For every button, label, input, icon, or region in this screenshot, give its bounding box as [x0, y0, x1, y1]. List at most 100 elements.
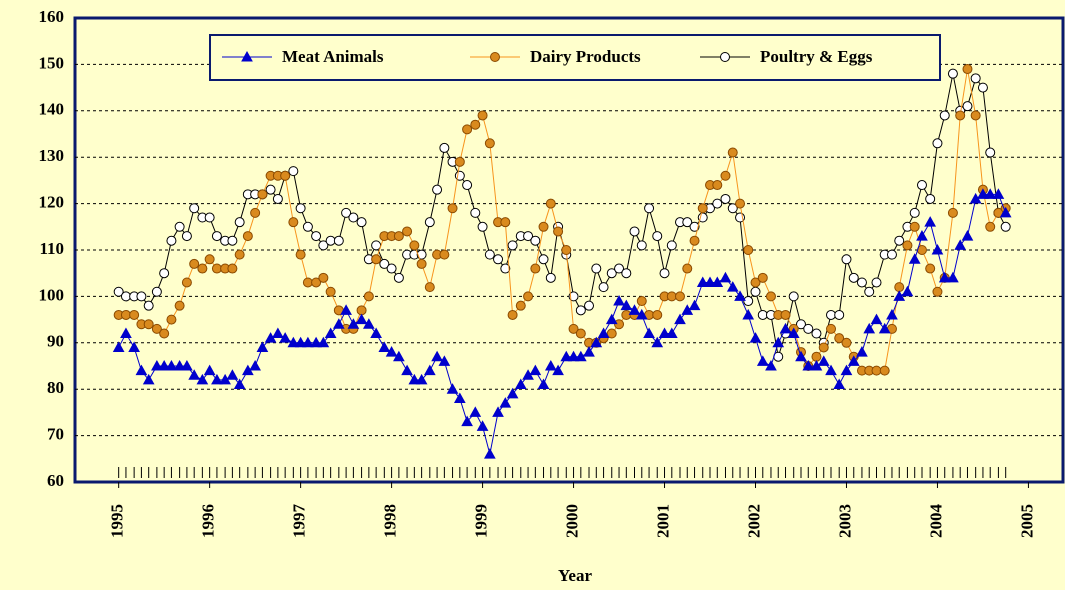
marker	[348, 212, 359, 223]
marker	[682, 217, 693, 228]
marker	[871, 365, 882, 376]
marker	[204, 254, 215, 265]
marker	[735, 198, 746, 209]
marker	[970, 73, 981, 84]
marker	[129, 309, 140, 320]
marker	[142, 373, 155, 385]
marker	[561, 245, 572, 255]
marker	[197, 263, 208, 274]
marker	[233, 378, 246, 390]
marker	[665, 327, 678, 339]
marker	[575, 305, 586, 316]
y-tick-label: 160	[39, 7, 65, 26]
marker	[234, 217, 245, 228]
marker	[288, 166, 299, 177]
marker	[279, 332, 292, 343]
marker	[211, 263, 222, 274]
marker	[652, 309, 663, 320]
marker	[871, 277, 882, 288]
marker	[909, 221, 920, 232]
marker	[636, 240, 647, 251]
marker	[552, 364, 564, 376]
marker	[120, 291, 131, 302]
marker	[886, 308, 898, 320]
marker	[962, 64, 973, 75]
marker	[817, 355, 830, 366]
marker	[302, 221, 313, 232]
marker	[356, 217, 367, 228]
marker	[553, 226, 564, 237]
marker	[454, 156, 465, 167]
marker	[318, 272, 329, 283]
marker	[112, 341, 125, 352]
marker	[250, 207, 261, 218]
marker	[955, 110, 966, 121]
marker	[840, 364, 853, 376]
marker	[795, 350, 807, 362]
legend-label: Meat Animals	[282, 47, 384, 66]
marker	[597, 327, 610, 339]
marker	[257, 189, 268, 200]
marker	[628, 304, 641, 315]
x-tick-label: 2001	[653, 504, 672, 538]
x-tick-label: 2003	[835, 504, 854, 538]
x-tick-label: 1999	[471, 504, 490, 538]
marker	[818, 342, 829, 353]
marker	[211, 373, 223, 385]
marker	[165, 359, 178, 371]
marker	[158, 359, 171, 371]
marker	[788, 291, 799, 302]
marker	[742, 308, 755, 320]
marker	[128, 341, 140, 352]
marker	[606, 328, 617, 339]
legend-box	[209, 34, 941, 81]
marker	[901, 285, 914, 297]
marker	[265, 184, 276, 195]
marker	[985, 221, 996, 232]
marker	[841, 337, 852, 348]
marker	[438, 355, 451, 366]
marker	[765, 291, 776, 302]
marker	[727, 203, 738, 214]
marker	[720, 193, 731, 204]
marker	[523, 291, 534, 302]
marker	[939, 110, 950, 121]
marker	[166, 314, 177, 325]
marker	[795, 319, 806, 330]
marker	[689, 235, 700, 246]
marker	[272, 193, 283, 204]
marker	[476, 420, 489, 431]
marker	[856, 277, 867, 288]
marker	[385, 346, 398, 357]
marker	[393, 350, 405, 362]
marker	[151, 359, 163, 371]
marker	[590, 336, 603, 348]
marker	[196, 373, 209, 385]
marker	[750, 286, 761, 297]
marker	[332, 318, 345, 329]
marker	[325, 235, 336, 246]
legend-marker	[241, 50, 253, 62]
marker	[659, 268, 670, 279]
marker	[689, 221, 700, 232]
marker	[644, 203, 655, 214]
marker	[135, 364, 148, 376]
marker	[462, 180, 473, 191]
marker	[159, 328, 170, 339]
marker	[666, 291, 677, 302]
y-tick-label: 90	[47, 332, 64, 351]
marker	[614, 319, 625, 330]
marker	[424, 282, 435, 293]
marker	[757, 272, 768, 283]
marker	[423, 364, 436, 376]
marker	[1000, 221, 1011, 232]
marker	[288, 217, 299, 228]
marker	[401, 364, 413, 376]
marker	[568, 291, 579, 302]
marker	[720, 170, 731, 181]
marker	[811, 328, 822, 339]
marker	[507, 240, 518, 251]
marker	[931, 243, 944, 255]
marker	[523, 231, 534, 242]
